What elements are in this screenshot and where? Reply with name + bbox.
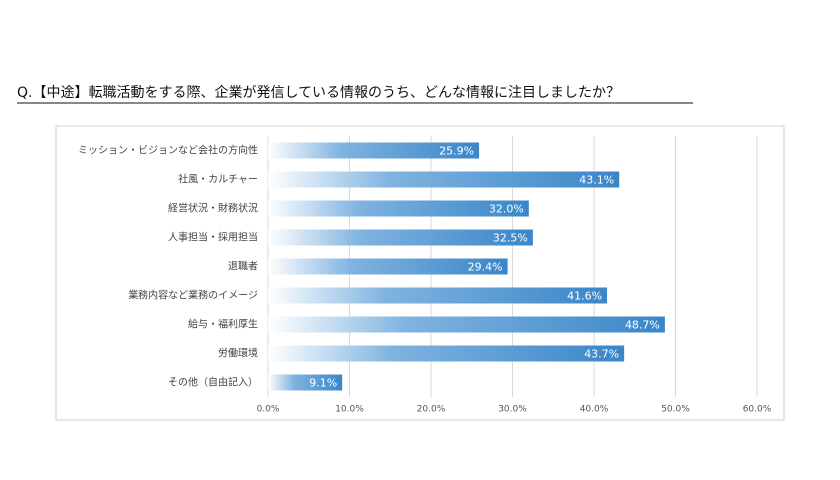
y-tick-label: その他（自由記入） xyxy=(168,376,258,389)
bar xyxy=(268,374,343,391)
y-tick-label: 退職者 xyxy=(228,261,258,273)
y-tick-label: 社風・カルチャー xyxy=(178,173,258,186)
value-label: 41.6% xyxy=(567,290,602,303)
bar xyxy=(268,258,508,275)
x-tick-label: 40.0% xyxy=(580,405,609,415)
value-label: 43.7% xyxy=(584,348,619,361)
value-label: 32.5% xyxy=(493,232,528,245)
x-tick-label: 20.0% xyxy=(417,405,446,415)
bar xyxy=(268,200,529,217)
value-label: 43.1% xyxy=(579,174,614,187)
x-tick-label: 60.0% xyxy=(743,405,772,415)
bar xyxy=(268,287,608,304)
value-label: 32.0% xyxy=(489,203,524,216)
y-tick-label: 人事担当・採用担当 xyxy=(168,231,258,244)
y-tick-label: 給与・福利厚生 xyxy=(188,318,258,331)
x-tick-label: 30.0% xyxy=(498,405,527,415)
chart-title: Q.【中途】転職活動をする際、企業が発信している情報のうち、どんな情報に注目しま… xyxy=(17,84,620,101)
value-label: 29.4% xyxy=(468,261,503,274)
bar xyxy=(268,229,533,246)
x-tick-label: 10.0% xyxy=(335,405,364,415)
chart-frame xyxy=(55,125,785,421)
y-tick-label: 業務内容など業務のイメージ xyxy=(128,289,258,302)
x-tick-label: 50.0% xyxy=(661,405,690,415)
value-label: 25.9% xyxy=(439,145,474,158)
bar xyxy=(268,142,480,159)
bar xyxy=(268,171,620,188)
value-label: 9.1% xyxy=(309,377,337,390)
y-tick-label: 労働環境 xyxy=(218,347,258,360)
y-tick-label: 経営状況・財務状況 xyxy=(168,202,258,215)
value-label: 48.7% xyxy=(625,319,660,332)
bar xyxy=(268,316,665,333)
bar xyxy=(268,345,625,362)
x-tick-label: 0.0% xyxy=(257,405,280,415)
y-tick-label: ミッション・ビジョンなど会社の方向性 xyxy=(78,144,258,157)
